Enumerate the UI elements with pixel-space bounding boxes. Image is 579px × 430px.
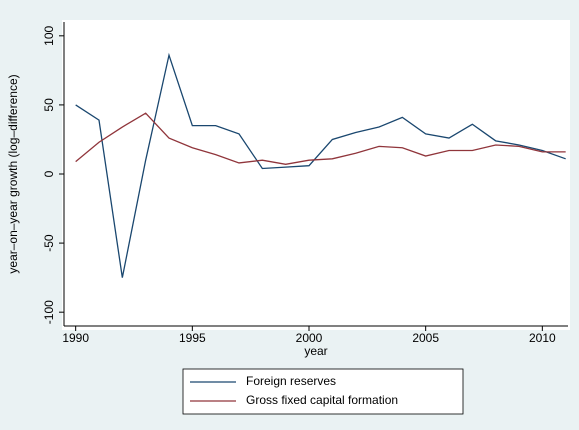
- y-tick-label: 50: [42, 98, 56, 112]
- y-tick-label: 100: [42, 25, 56, 45]
- x-tick-label: 2000: [296, 331, 323, 345]
- y-axis-title: year–on–year growth (log–difference): [6, 74, 20, 273]
- y-tick-label: 0: [42, 170, 56, 177]
- y-tick-label: -100: [42, 300, 56, 324]
- legend-label: Foreign reserves: [246, 374, 336, 388]
- x-tick-label: 2010: [529, 331, 556, 345]
- legend: [182, 368, 464, 415]
- series-line: [75, 52, 566, 278]
- y-tick-label: -50: [42, 234, 56, 252]
- plot-area: [62, 20, 570, 330]
- x-tick-label: 2005: [412, 331, 439, 345]
- legend-label: Gross fixed capital formation: [246, 393, 398, 407]
- x-tick-label: 1995: [179, 331, 206, 345]
- x-tick-label: 1990: [62, 331, 89, 345]
- series-line: [75, 112, 566, 165]
- x-axis-title: year: [304, 344, 327, 358]
